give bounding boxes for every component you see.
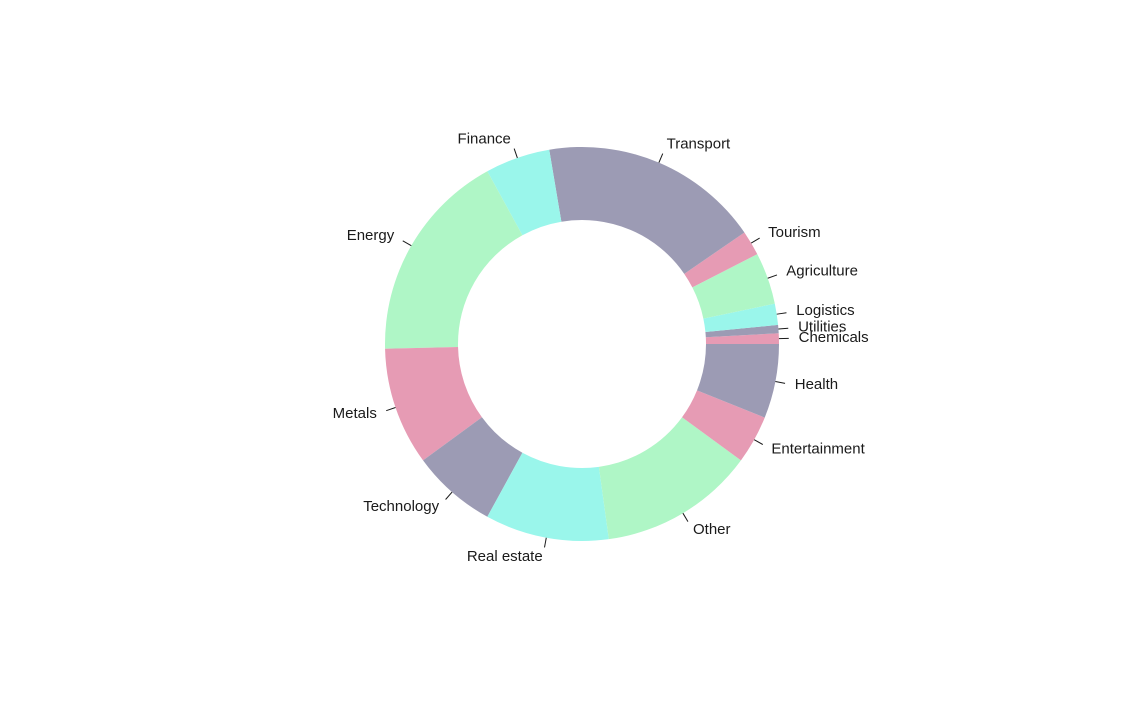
leader-transport [658,153,664,163]
label-finance: Finance [458,130,511,147]
label-entertainment: Entertainment [771,440,865,457]
label-technology: Technology [363,498,439,515]
slice-health [697,344,779,418]
slice-energy [385,171,523,349]
slice-tourism [684,232,758,288]
label-logistics: Logistics [796,302,854,319]
leader-finance [513,148,518,159]
label-real-estate: Real estate [467,548,543,565]
label-utilities: Utilities [798,319,846,336]
slice-transport [549,147,745,274]
leader-energy [402,240,412,247]
slice-metals [385,347,482,461]
slice-technology [423,417,523,517]
slice-utilities [705,324,779,338]
slice-other [598,417,741,540]
slice-finance [487,149,562,236]
leader-entertainment [753,439,764,445]
leader-utilities [778,327,789,330]
leader-technology [445,491,453,500]
leader-tourism [750,237,760,244]
leader-real-estate [544,537,547,548]
donut-slices [385,147,779,541]
leader-metals [386,407,396,412]
slice-chemicals [705,333,779,344]
slice-logistics [703,303,779,332]
label-other: Other [693,521,731,538]
label-chemicals: Chemicals [799,329,869,346]
leader-agriculture [767,274,778,279]
label-agriculture: Agriculture [786,263,858,280]
label-energy: Energy [347,227,395,244]
label-transport: Transport [667,135,731,152]
label-metals: Metals [333,405,377,422]
label-health: Health [795,376,838,393]
slice-entertainment [682,390,765,461]
leader-other [682,512,689,522]
slice-agriculture [692,254,775,319]
leader-health [775,380,786,384]
leader-logistics [776,312,787,315]
label-tourism: Tourism [768,224,821,241]
slice-real-estate [487,452,609,541]
